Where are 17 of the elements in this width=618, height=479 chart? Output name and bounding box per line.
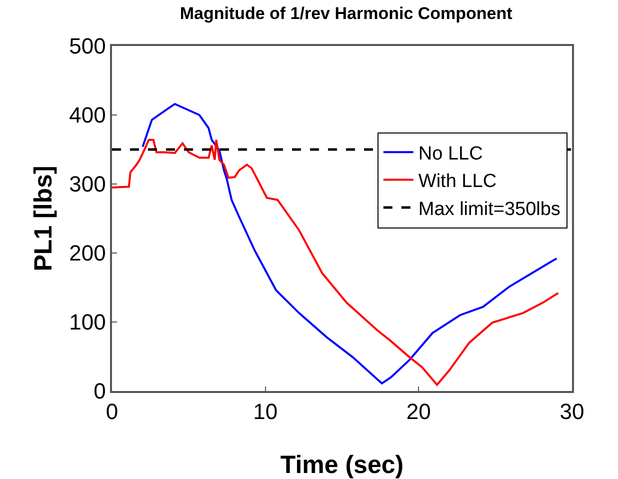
x-tick-label: 20 <box>406 399 431 424</box>
legend-label: With LLC <box>418 171 497 192</box>
x-axis-title: Time (sec) <box>280 451 404 479</box>
y-tick-label: 300 <box>69 172 106 197</box>
line-series <box>142 102 558 384</box>
y-axis-title: PL1 [lbs] <box>30 166 58 272</box>
y-tick-label: 500 <box>69 34 106 59</box>
y-tick-label: 100 <box>69 310 106 335</box>
legend-label: Max limit=350lbs <box>418 198 560 220</box>
legend-label: No LLC <box>418 144 483 165</box>
x-tick-label: 10 <box>253 399 278 424</box>
chart-title: Magnitude of 1/rev Harmonic Component <box>180 4 513 24</box>
x-tick-label: 30 <box>560 399 584 424</box>
y-tick-label: 200 <box>69 240 106 266</box>
y-tick-label: 0 <box>94 378 106 404</box>
y-tick-label: 400 <box>69 102 106 128</box>
line-series <box>112 138 560 386</box>
